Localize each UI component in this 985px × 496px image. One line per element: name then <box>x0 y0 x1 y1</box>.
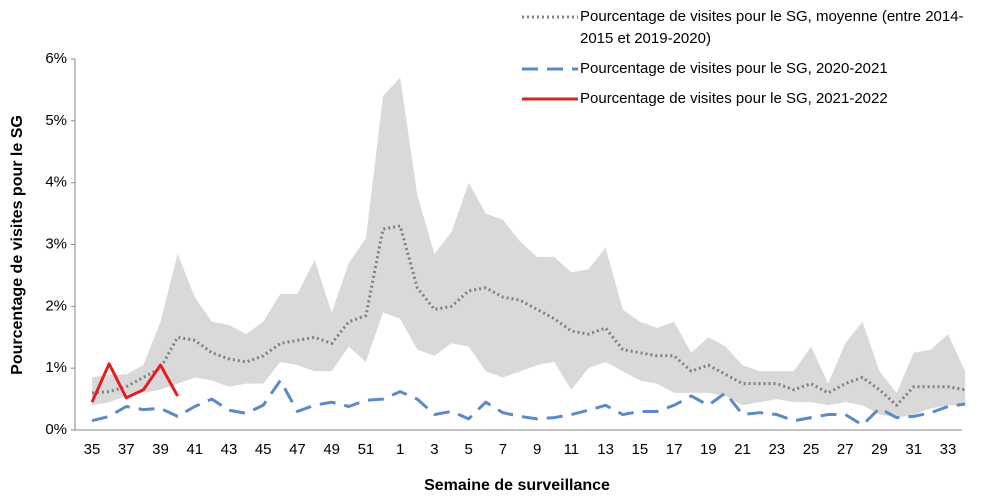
y-tick-label: 4% <box>45 174 67 191</box>
x-tick-label: 29 <box>871 441 888 458</box>
x-tick-label: 13 <box>597 441 614 458</box>
legend-entry: Pourcentage de visites pour le SG, 2020-… <box>520 58 980 80</box>
x-axis-title: Semaine de surveillance <box>424 477 610 494</box>
x-tick-label: 23 <box>768 441 785 458</box>
legend-entry: Pourcentage de visites pour le SG, moyen… <box>520 6 980 50</box>
legend-label: Pourcentage de visites pour le SG, 2021-… <box>580 90 888 107</box>
x-tick-label: 7 <box>499 441 507 458</box>
y-tick-label: 0% <box>45 421 67 438</box>
x-tick-label: 45 <box>255 441 272 458</box>
x-tick-label: 11 <box>564 441 580 458</box>
legend-label: Pourcentage de visites pour le SG, 2020-… <box>580 60 888 77</box>
series-line <box>90 362 179 403</box>
y-tick-label: 3% <box>45 235 67 252</box>
y-tick-label: 2% <box>45 297 67 314</box>
x-tick-label: 39 <box>152 441 169 458</box>
x-tick-label: 31 <box>905 441 922 458</box>
legend-swatch <box>522 97 578 101</box>
x-tick-label: 51 <box>358 441 375 458</box>
x-tick-label: 1 <box>396 441 404 458</box>
x-tick-label: 27 <box>837 441 854 458</box>
x-tick-label: 49 <box>323 441 340 458</box>
range-band <box>92 77 966 418</box>
y-axis-title: Pourcentage de visites pour le SG <box>9 115 26 375</box>
y-tick-label: 5% <box>45 112 67 129</box>
legend-swatch <box>522 67 578 71</box>
x-tick-label: 47 <box>289 441 306 458</box>
x-tick-label: 25 <box>803 441 820 458</box>
x-tick-label: 19 <box>700 441 717 458</box>
legend: Pourcentage de visites pour le SG, moyen… <box>520 6 980 118</box>
legend-entry: Pourcentage de visites pour le SG, 2021-… <box>520 88 980 110</box>
x-tick-label: 41 <box>186 441 203 458</box>
x-tick-label: 15 <box>631 441 648 458</box>
y-tick-label: 6% <box>45 50 67 67</box>
x-tick-label: 3 <box>430 441 438 458</box>
x-tick-label: 35 <box>84 441 101 458</box>
legend-label: Pourcentage de visites pour le SG, moyen… <box>580 8 964 47</box>
x-tick-label: 43 <box>221 441 238 458</box>
x-tick-label: 33 <box>940 441 957 458</box>
x-tick-label: 37 <box>118 441 135 458</box>
x-tick-label: 21 <box>734 441 751 458</box>
legend-swatch <box>522 15 578 19</box>
series-line <box>91 379 966 427</box>
x-tick-label: 9 <box>533 441 541 458</box>
x-tick-label: 5 <box>464 441 472 458</box>
x-tick-label: 17 <box>666 441 683 458</box>
y-tick-label: 1% <box>45 359 67 376</box>
